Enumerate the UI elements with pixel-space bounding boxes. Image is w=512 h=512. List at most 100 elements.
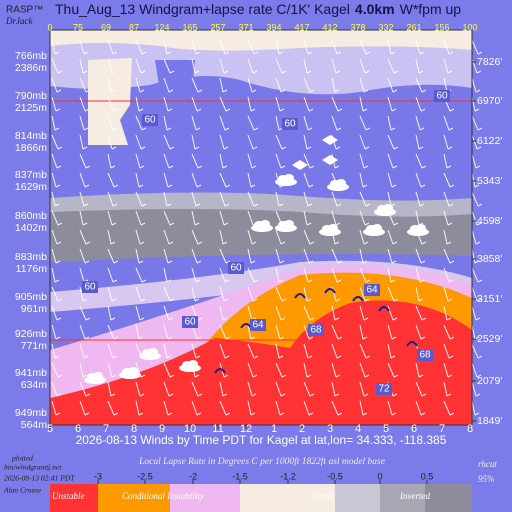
wind-barb (303, 134, 312, 150)
height-ft-label: 5343' (477, 175, 502, 187)
legend-swatch (50, 484, 98, 512)
wind-barb (135, 324, 144, 340)
updraft-value: 87 (129, 22, 139, 32)
wind-barb (79, 153, 91, 169)
wind-barb (135, 191, 147, 207)
wind-barb (51, 115, 60, 131)
wind-barb (359, 305, 369, 321)
wind-barb (79, 248, 90, 264)
contour-label-bg (142, 114, 158, 126)
wind-barb (247, 381, 257, 397)
x-tick-label: 2 (299, 423, 305, 435)
updraft-value: 332 (378, 22, 393, 32)
contour-label: 60 (230, 263, 242, 274)
wind-barb (471, 39, 483, 55)
wind-barb (359, 77, 369, 93)
wind-barb (79, 39, 89, 55)
x-tick-label: 3 (327, 423, 333, 435)
wind-barb (135, 96, 144, 112)
thermal-top (352, 296, 364, 302)
wind-barb (51, 286, 63, 302)
contour-label-bg (228, 262, 244, 274)
wind-barb (303, 343, 313, 359)
x-tick-label: 5 (47, 423, 53, 435)
wind-barb (303, 96, 314, 112)
wind-barb (471, 134, 482, 150)
wind-barb (191, 191, 201, 207)
wind-barb (219, 400, 231, 416)
wind-barb (387, 172, 397, 188)
x-tick-label: 10 (184, 423, 196, 435)
wind-barb (163, 172, 173, 188)
x-tick-label: 6 (411, 423, 417, 435)
wind-barb (303, 172, 314, 188)
wind-barb (471, 58, 482, 74)
wind-barb (191, 115, 201, 131)
legend-tick-label: 0.5 (421, 471, 434, 481)
pressure-label: 790mb (15, 90, 47, 102)
legend-tick-label: 0 (377, 471, 382, 481)
contour-label-bg (282, 118, 298, 130)
wind-barb (191, 96, 202, 112)
wind-barb (387, 248, 397, 264)
wind-barb (107, 229, 116, 245)
height-m-label: 1629m (15, 181, 47, 193)
wind-barb (331, 400, 343, 416)
wind-barb (247, 77, 257, 93)
wind-barb (107, 400, 119, 416)
wind-barb (51, 400, 61, 416)
wind-barb (247, 400, 256, 416)
legend-tick-label: -0.5 (327, 471, 343, 481)
wind-barb (107, 286, 117, 302)
wind-barb (331, 362, 341, 378)
wind-barb (303, 248, 314, 264)
wind-barb (247, 58, 258, 74)
cloud (284, 174, 294, 182)
wind-barb (443, 115, 454, 131)
height-m-label: 1866m (15, 142, 47, 154)
wind-barb (443, 305, 452, 321)
wind-barb (331, 39, 342, 55)
legend-label: Inverted (399, 491, 430, 501)
wind-barb (443, 324, 455, 340)
wind-barb (51, 191, 60, 207)
x-tick-label: 8 (467, 423, 473, 435)
pressure-label: 941mb (15, 367, 47, 379)
legend-swatch (98, 484, 170, 512)
wind-barb (79, 191, 89, 207)
wind-barb (359, 400, 368, 416)
wind-barb (135, 210, 146, 226)
wind-barb (415, 39, 425, 55)
legend-label: Stable (312, 491, 335, 501)
wind-barb (51, 39, 60, 55)
wind-barb (303, 191, 313, 207)
wind-barb (219, 324, 231, 340)
height-ft-label: 3858' (477, 253, 502, 265)
wind-barb (107, 96, 119, 112)
wind-barb (387, 58, 399, 74)
wind-barb (191, 77, 203, 93)
wind-barb (331, 58, 341, 74)
wind-barb (191, 39, 201, 55)
wind-barb (275, 153, 286, 169)
wind-barb (247, 248, 256, 264)
updraft-value: 394 (266, 22, 281, 32)
updraft-value: 165 (182, 22, 197, 32)
wind-barb (359, 172, 368, 188)
contour-label-bg (376, 383, 392, 395)
legend-label: Conditional Instability (122, 491, 204, 501)
wind-barb (415, 381, 427, 397)
wind-barb (135, 305, 145, 321)
title-part: Thu_Aug_13 Windgram+lapse rate C/1K' Kag… (55, 1, 350, 17)
wind-barb (415, 172, 426, 188)
contour-label: 64 (366, 285, 378, 296)
wind-barb (135, 58, 146, 74)
wind-barb (359, 96, 368, 112)
wind-barb (359, 39, 371, 55)
wind-barb (247, 191, 259, 207)
updraft-value: 100 (462, 22, 477, 32)
wind-barb (443, 400, 455, 416)
wind-barb (163, 58, 175, 74)
wind-barb (219, 134, 229, 150)
